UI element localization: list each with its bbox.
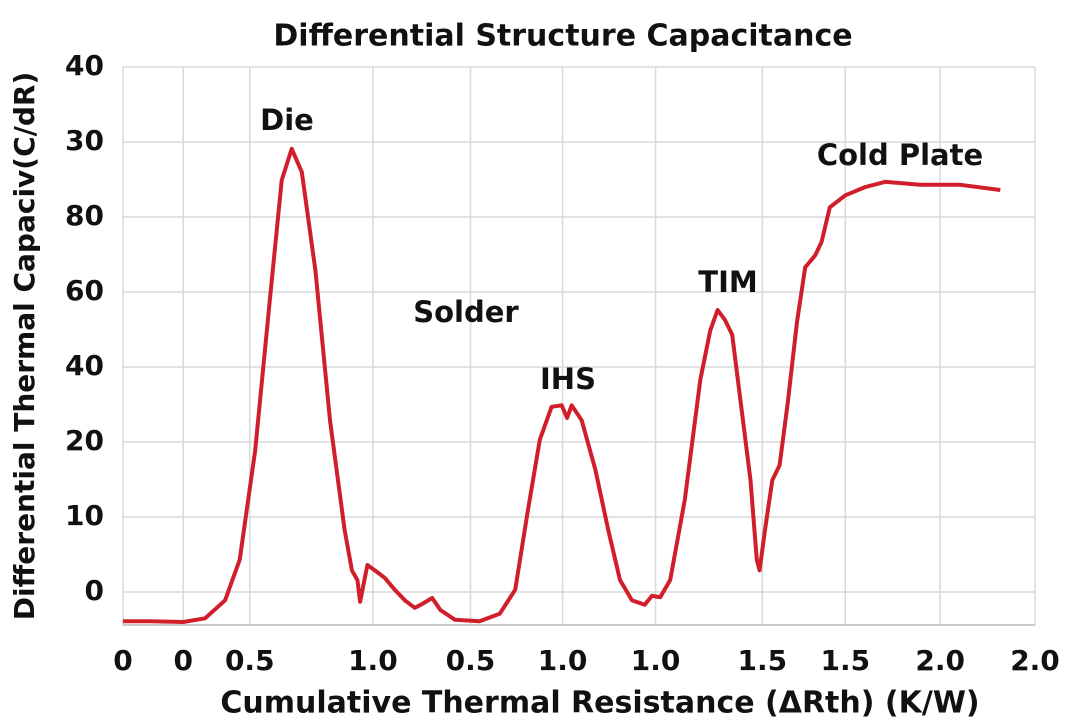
x-tick-label: 0.5 [446,644,496,677]
line-series [123,146,1001,624]
y-tick-label: 0 [85,574,104,607]
x-tick-label: 1.5 [738,644,788,677]
x-tick-label: 2.0 [1010,644,1060,677]
x-axis-label: Cumulative Thermal Resistance (ΔRth) (K/… [220,686,979,721]
x-tick-label: 2.0 [915,644,965,677]
x-tick-label: 0.5 [225,644,275,677]
x-tick-label: 1.0 [538,644,588,677]
y-tick-label: 60 [65,274,104,307]
annotation: IHS [540,362,596,396]
y-tick-label: 40 [65,349,104,382]
y-tick-label: 20 [65,424,104,457]
x-tick-label: 0 [113,644,132,677]
annotation: Solder [413,295,519,329]
y-tick-label: 40 [65,49,104,82]
y-tick-label: 30 [65,124,104,157]
annotation: Die [260,103,314,137]
chart-title: Differential Structure Capacitance [273,19,852,54]
x-tick-label: 1.0 [631,644,681,677]
x-tick-label: 1.0 [348,644,398,677]
y-tick-label: 80 [65,199,104,232]
x-tick-label: 0 [173,644,192,677]
annotation: TIM [698,265,757,299]
annotation: Cold Plate [817,138,983,172]
y-axis-label: Differential Thermal Capaciv(C/dR) [8,72,41,621]
y-tick-label: 10 [65,499,104,532]
x-tick-label: 1.5 [820,644,870,677]
